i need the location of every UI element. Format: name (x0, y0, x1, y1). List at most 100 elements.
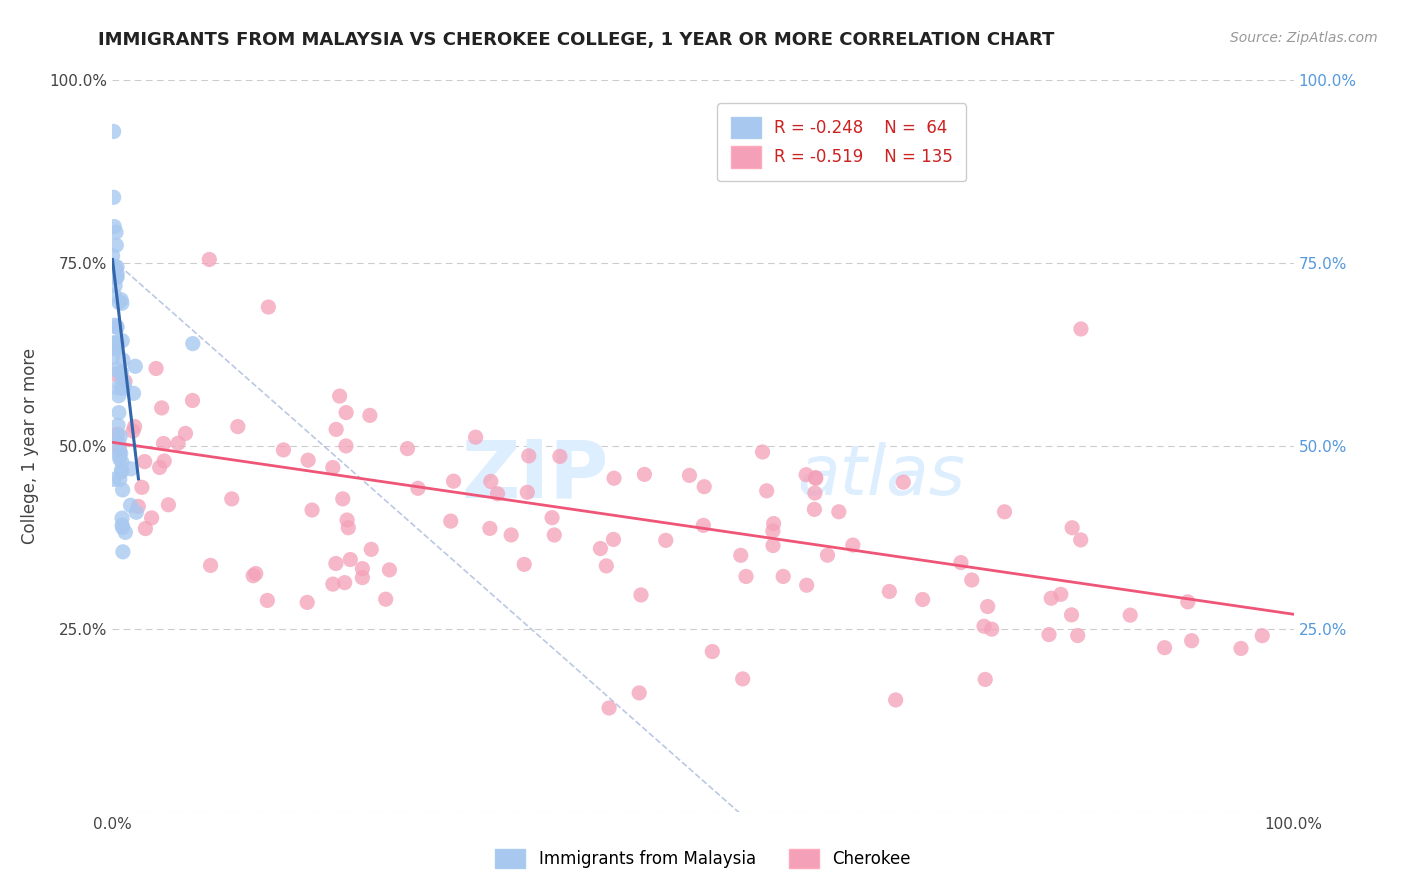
Point (111, 511, 134, 525)
Point (141, 511, 163, 525)
Point (103, 368, 125, 382)
Point (374, 592, 396, 607)
Point (105, 341, 128, 355)
Point (1251, 629, 1274, 643)
Point (702, 644, 724, 658)
Point (101, 351, 124, 365)
Point (333, 575, 356, 590)
Point (110, 446, 132, 460)
Point (804, 486, 827, 500)
Point (980, 622, 1002, 636)
Point (103, 124, 125, 138)
Legend: R = -0.248    N =  64, R = -0.519    N = 135: R = -0.248 N = 64, R = -0.519 N = 135 (717, 103, 966, 181)
Point (105, 362, 128, 376)
Point (108, 436, 131, 450)
Point (440, 514, 463, 528)
Point (339, 552, 361, 566)
Point (1060, 607, 1083, 622)
Point (974, 673, 997, 687)
Point (973, 619, 995, 633)
Point (111, 483, 134, 497)
Point (111, 296, 134, 310)
Point (150, 401, 173, 415)
Point (1040, 591, 1063, 606)
Point (879, 584, 901, 599)
Point (464, 430, 486, 444)
Text: IMMIGRANTS FROM MALAYSIA VS CHEROKEE COLLEGE, 1 YEAR OR MORE CORRELATION CHART: IMMIGRANTS FROM MALAYSIA VS CHEROKEE COL… (98, 31, 1054, 49)
Point (152, 436, 174, 450)
Point (1070, 322, 1092, 336)
Point (772, 569, 794, 583)
Point (122, 424, 145, 438)
Point (803, 502, 825, 516)
Point (541, 510, 564, 524)
Point (1066, 628, 1088, 642)
Point (111, 455, 134, 469)
Point (105, 225, 128, 239)
Point (108, 366, 131, 380)
Point (891, 475, 914, 490)
Point (692, 518, 714, 533)
Point (107, 336, 129, 351)
Point (256, 593, 278, 607)
Point (406, 481, 429, 495)
Point (111, 381, 134, 395)
Point (110, 465, 132, 479)
Point (548, 450, 571, 464)
Point (1153, 640, 1175, 655)
Point (993, 505, 1015, 519)
Point (107, 427, 129, 442)
Point (301, 503, 323, 517)
Point (108, 452, 131, 467)
Point (396, 442, 419, 456)
Point (516, 485, 538, 500)
Point (134, 454, 156, 468)
Point (1119, 608, 1142, 623)
Point (105, 320, 128, 334)
Point (111, 518, 134, 533)
Point (107, 381, 129, 395)
Point (108, 295, 131, 310)
Point (336, 513, 359, 527)
Point (114, 375, 136, 389)
Point (1181, 633, 1204, 648)
Point (273, 442, 295, 457)
Point (335, 406, 357, 420)
Point (105, 267, 128, 281)
Point (124, 359, 146, 374)
Point (804, 470, 827, 484)
Point (443, 474, 465, 488)
Point (103, 259, 125, 273)
Point (111, 353, 134, 368)
Point (181, 393, 204, 408)
Point (104, 318, 127, 333)
Point (297, 453, 319, 467)
Point (595, 558, 617, 573)
Point (589, 541, 612, 556)
Point (602, 533, 624, 547)
Point (103, 472, 125, 486)
Point (111, 334, 134, 348)
Point (513, 558, 536, 572)
Point (134, 522, 156, 536)
Point (337, 521, 360, 535)
Text: atlas: atlas (797, 442, 966, 508)
Point (543, 528, 565, 542)
Text: ZIP: ZIP (461, 436, 609, 515)
Point (174, 426, 197, 441)
Point (221, 491, 243, 506)
Point (762, 516, 785, 531)
Point (111, 520, 134, 534)
Point (245, 566, 267, 581)
Point (325, 422, 347, 436)
Point (181, 336, 204, 351)
Point (127, 500, 149, 514)
Point (110, 463, 132, 477)
Point (478, 521, 501, 535)
Point (108, 442, 131, 456)
Point (105, 270, 128, 285)
Point (693, 480, 716, 494)
Point (628, 686, 651, 700)
Point (911, 592, 934, 607)
Point (107, 389, 129, 403)
